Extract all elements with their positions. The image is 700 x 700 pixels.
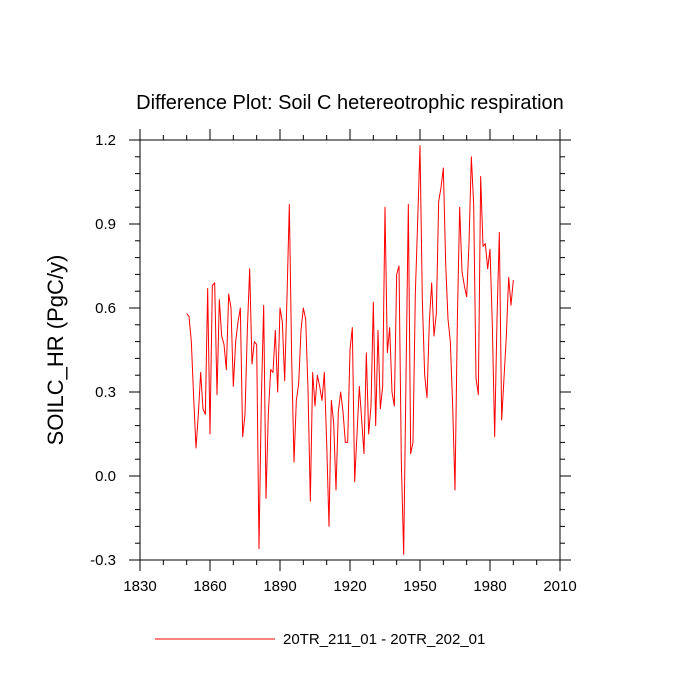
- x-tick-label: 1920: [333, 578, 366, 595]
- x-tick-label: 1830: [123, 578, 156, 595]
- y-tick-label: 0.3: [95, 384, 116, 401]
- legend-label: 20TR_211_01 - 20TR_202_01: [283, 631, 485, 648]
- x-tick-label: 1980: [473, 578, 506, 595]
- axis-ticks: [129, 129, 571, 571]
- x-tick-label: 2010: [543, 578, 576, 595]
- y-tick-label: 0.6: [95, 300, 116, 317]
- x-tick-label: 1950: [403, 578, 436, 595]
- y-tick-label: 0.0: [95, 468, 116, 485]
- axis-tick-labels: 1830 1860 1890 1920 1950 1980 2010 -0.3 0.0 0.3 0.…: [90, 132, 577, 595]
- y-axis-label: SOILC_HR (PgC/y): [43, 255, 68, 446]
- y-tick-label: -0.3: [90, 552, 116, 569]
- x-tick-label: 1890: [263, 578, 296, 595]
- legend: 20TR_211_01 - 20TR_202_01: [155, 631, 485, 648]
- series-line: [186, 145, 514, 555]
- x-tick-label: 1860: [193, 578, 226, 595]
- y-tick-label: 1.2: [95, 132, 116, 149]
- series-group: [186, 145, 514, 555]
- y-tick-label: 0.9: [95, 216, 116, 233]
- chart-title: Difference Plot: Soil C hetereotrophic r…: [136, 92, 564, 114]
